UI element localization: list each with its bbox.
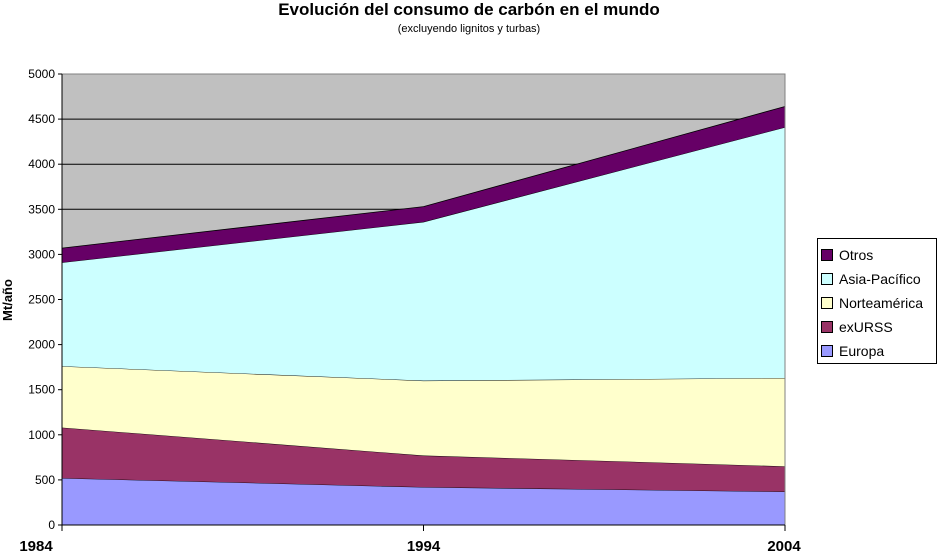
legend-item: exURSS xyxy=(821,315,936,339)
legend-swatch xyxy=(821,321,833,333)
y-tick-label: 5000 xyxy=(28,67,55,81)
y-tick-label: 0 xyxy=(48,518,55,532)
area-otros xyxy=(62,106,785,263)
y-axis-label: Mt/año xyxy=(0,279,15,321)
y-tick-label: 2000 xyxy=(28,338,55,352)
area-exurss xyxy=(62,427,785,492)
legend-item: Norteamérica xyxy=(821,291,936,315)
y-tick-label: 1500 xyxy=(28,383,55,397)
chart-title: Evolución del consumo de carbón en el mu… xyxy=(278,0,660,19)
x-tick-label: 1984 xyxy=(19,538,53,555)
legend-label: Europa xyxy=(839,343,885,359)
legend-swatch xyxy=(821,273,833,285)
area-edge xyxy=(61,106,786,249)
y-tick-label: 3500 xyxy=(28,202,55,216)
area-asia-pacífico xyxy=(62,127,785,381)
legend-label: exURSS xyxy=(839,319,893,335)
legend-item: Otros xyxy=(821,243,936,267)
area-europa xyxy=(62,478,785,525)
legend: Otros Asia-Pacífico Norteamérica exURSS Euro… xyxy=(817,238,937,364)
legend-label: Asia-Pacífico xyxy=(839,271,921,287)
legend-item: Asia-Pacífico xyxy=(821,267,936,291)
y-tick-label: 3000 xyxy=(28,247,55,261)
y-tick-label: 4500 xyxy=(28,112,55,126)
y-tick-label: 500 xyxy=(35,473,55,487)
legend-item: Europa xyxy=(821,339,936,363)
y-tick-label: 2500 xyxy=(28,293,55,307)
x-tick-label: 1994 xyxy=(407,538,441,555)
legend-label: Otros xyxy=(839,247,874,263)
y-tick-label: 1000 xyxy=(28,428,55,442)
legend-swatch xyxy=(821,297,833,309)
legend-swatch xyxy=(821,249,833,261)
chart-subtitle: (excluyendo lignitos y turbas) xyxy=(397,23,541,35)
y-tick-label: 4000 xyxy=(28,157,55,171)
legend-swatch xyxy=(821,345,833,357)
x-tick-label: 2004 xyxy=(767,538,801,555)
area-norteamérica xyxy=(62,366,785,467)
legend-label: Norteamérica xyxy=(839,295,924,311)
